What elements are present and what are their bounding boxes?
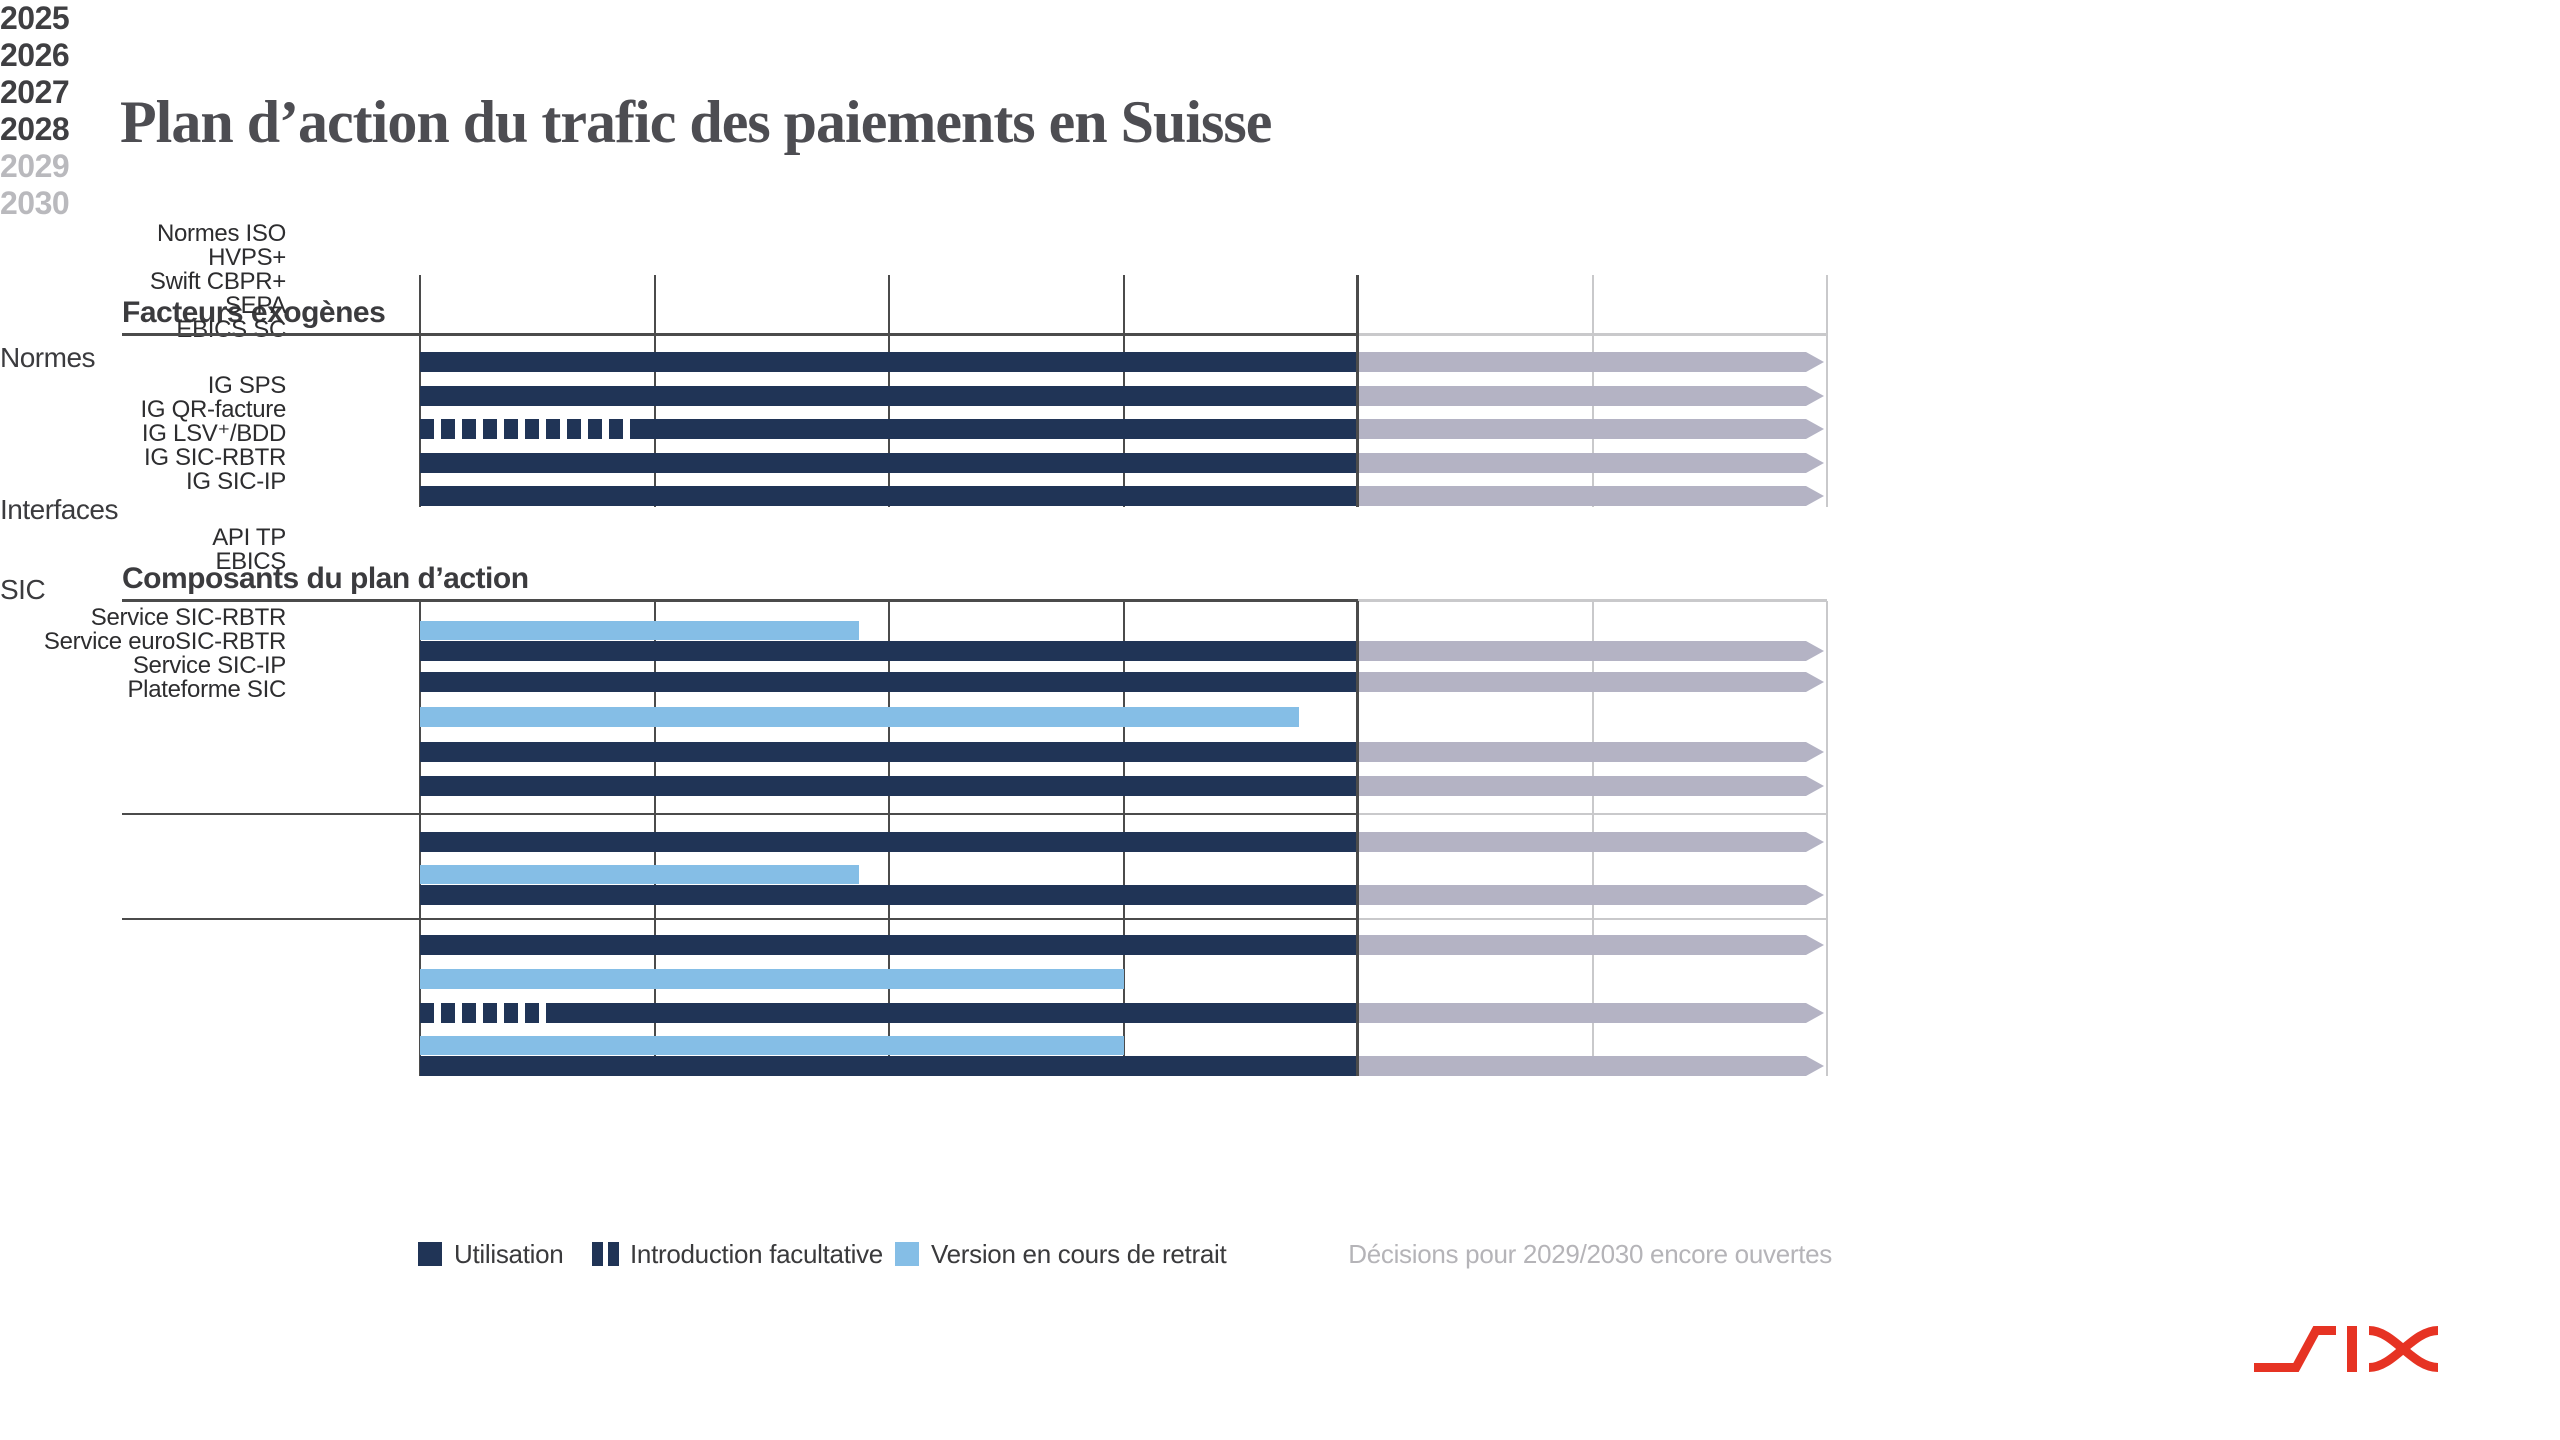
row-label: API TP — [212, 524, 286, 551]
bar-version-retrait — [420, 1036, 1124, 1055]
bar-introduction-facultative — [420, 419, 630, 439]
header-rule — [122, 599, 1358, 602]
continuation-arrow — [1358, 352, 1824, 372]
section-separator-open — [1358, 918, 1827, 920]
year-label: 2028 — [0, 111, 70, 147]
row-label: SEPA — [224, 292, 286, 319]
continuation-arrow — [1358, 742, 1824, 762]
year-label: 2027 — [0, 74, 70, 110]
bar-utilisation — [546, 1003, 1358, 1023]
section-separator-open — [1358, 813, 1827, 815]
bar-utilisation — [420, 1056, 1358, 1076]
row-label: Service SIC-IP — [132, 652, 286, 679]
year-label: 2026 — [0, 37, 70, 73]
bar-utilisation — [630, 419, 1358, 439]
bar-introduction-facultative — [420, 1003, 546, 1023]
bar-utilisation — [420, 672, 1358, 692]
year-label: 2025 — [0, 0, 70, 36]
legend-label-utilisation: Utilisation — [454, 1239, 564, 1269]
row-label: EBICS — [215, 548, 286, 575]
section-heading-composants: Composants du plan d’action — [122, 562, 529, 595]
legend-swatch-version-retrait — [895, 1242, 919, 1266]
continuation-arrow — [1358, 453, 1824, 473]
bar-version-retrait — [420, 865, 859, 884]
page-title: Plan d’action du trafic des paiements en… — [120, 89, 1272, 155]
continuation-arrow — [1358, 672, 1824, 692]
header-rule — [122, 333, 1358, 336]
continuation-arrow — [1358, 776, 1824, 796]
row-label: Service SIC-RBTR — [90, 604, 287, 631]
open-decisions-note: Décisions pour 2029/2030 encore ouvertes — [1348, 1239, 1832, 1269]
bar-utilisation — [420, 386, 1358, 406]
bar-utilisation — [420, 832, 1358, 852]
row-label: IG QR-facture — [140, 396, 287, 423]
continuation-arrow — [1358, 1056, 1824, 1076]
continuation-arrow — [1358, 885, 1824, 905]
legend-label-version-retrait: Version en cours de retrait — [931, 1239, 1227, 1269]
bar-utilisation — [420, 641, 1358, 661]
legend-swatch-utilisation — [418, 1242, 442, 1266]
group-label-sic: SIC — [0, 574, 46, 605]
row-label: IG SIC-RBTR — [143, 444, 286, 471]
bar-version-retrait — [420, 621, 859, 640]
section-separator — [122, 918, 1358, 920]
bar-version-retrait — [420, 969, 1124, 989]
decided-boundary-line — [1356, 275, 1359, 507]
continuation-arrow — [1358, 935, 1824, 955]
continuation-arrow — [1358, 832, 1824, 852]
group-label-normes: Normes — [0, 342, 96, 373]
bar-utilisation — [420, 776, 1358, 796]
continuation-arrow — [1358, 386, 1824, 406]
bar-utilisation — [420, 885, 1358, 905]
row-label: IG LSV⁺/BDD — [141, 420, 286, 447]
gridline-open-year — [1826, 275, 1828, 507]
continuation-arrow — [1358, 419, 1824, 439]
bar-utilisation — [420, 352, 1358, 372]
row-label: Normes ISO — [156, 220, 286, 247]
bar-utilisation — [420, 486, 1358, 506]
gridline-open-year — [1826, 601, 1828, 1076]
section-heading-facteurs-exogenes: Facteurs exogènes — [122, 296, 386, 329]
header-rule-open — [1358, 599, 1827, 602]
row-label: IG SPS — [207, 372, 287, 399]
bar-utilisation — [420, 935, 1358, 955]
row-label: Service euroSIC-RBTR — [43, 628, 286, 655]
section-separator — [122, 813, 1358, 815]
row-label: HVPS+ — [208, 244, 286, 271]
row-label: IG SIC-IP — [186, 468, 286, 495]
year-label: 2029 — [0, 148, 70, 184]
legend-label-introduction-facultative: Introduction facultative — [630, 1239, 883, 1269]
continuation-arrow — [1358, 1003, 1824, 1023]
row-label: EBICS SC — [176, 316, 286, 343]
legend: Utilisation Introduction facultative Ver… — [0, 1240, 2560, 1268]
continuation-arrow — [1358, 486, 1824, 506]
bar-utilisation — [420, 742, 1358, 762]
six-logo — [2254, 1326, 2439, 1372]
group-label-interfaces: Interfaces — [0, 494, 118, 525]
bar-utilisation — [420, 453, 1358, 473]
row-label: Swift CBPR+ — [149, 268, 286, 295]
decided-boundary-line — [1356, 601, 1359, 1076]
bar-version-retrait — [420, 707, 1300, 727]
continuation-arrow — [1358, 641, 1824, 661]
row-label: Plateforme SIC — [127, 676, 286, 703]
year-label: 2030 — [0, 185, 70, 221]
